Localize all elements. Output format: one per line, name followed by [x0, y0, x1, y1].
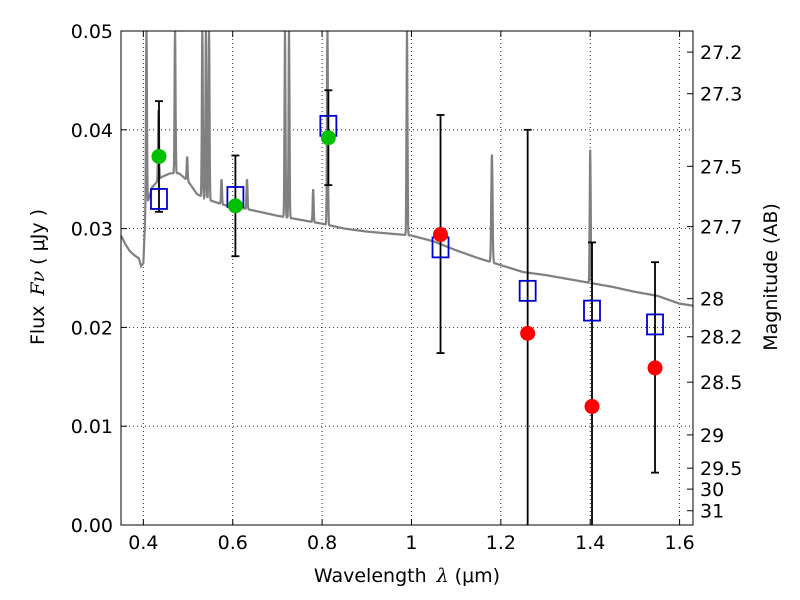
x-tick-label: 0.8	[307, 532, 337, 554]
data-point-nondetection	[520, 325, 536, 341]
mag-tick-label: 31	[700, 501, 724, 523]
data-point-detection	[151, 148, 167, 164]
y-tick-label: 0.03	[71, 219, 113, 241]
x-tick-label: 1.6	[664, 532, 694, 554]
mag-tick-label: 28	[700, 289, 724, 311]
model-point-square	[518, 279, 537, 302]
x-tick-label: 0.4	[128, 532, 158, 554]
y-tick-label: 0.05	[71, 21, 113, 43]
y-axis-label: FluxFν( μJy )	[27, 209, 49, 345]
mag-tick-label: 27.7	[700, 217, 742, 239]
mag-tick-label: 28.2	[700, 327, 742, 349]
y2-axis-label: Magnitude (AB)	[760, 203, 782, 351]
y-tick-label: 0.04	[71, 120, 113, 142]
plot-frame	[120, 30, 694, 526]
data-point-nondetection	[433, 227, 449, 243]
model-point-square	[150, 188, 168, 210]
mag-tick-label: 27.5	[700, 156, 742, 178]
y-tick-label: 0.00	[71, 515, 113, 537]
marker-layer	[150, 114, 664, 414]
spectrum-layer	[121, 31, 693, 307]
x-axis-label: Wavelength λ (μm)	[314, 565, 500, 587]
data-point-detection	[227, 198, 243, 214]
mag-tick-label: 29.5	[700, 458, 742, 480]
data-point-detection	[320, 130, 336, 146]
y-tick-label: 0.01	[71, 416, 113, 438]
data-point-nondetection	[647, 360, 663, 376]
model-point-square	[646, 313, 664, 336]
data-point-nondetection	[584, 398, 600, 414]
x-tick-label: 1.4	[575, 532, 605, 554]
mag-tick-label: 30	[700, 479, 724, 501]
x-tick-label: 1.2	[486, 532, 516, 554]
mag-tick-label: 27.3	[700, 84, 742, 106]
mag-tick-label: 29	[700, 425, 724, 447]
tick-layer: 0.4 0.6 0.8 1 1.2 1.4 1.6 0.00 0.01 0.02 0.03 0.04 0…	[71, 21, 743, 554]
x-tick-label: 0.6	[218, 532, 248, 554]
mag-tick-label: 28.5	[700, 372, 742, 394]
mag-tick-label: 27.2	[700, 42, 742, 64]
x-tick-label: 1	[405, 532, 417, 554]
spectrum-line	[121, 31, 693, 307]
y-tick-label: 0.02	[71, 317, 113, 339]
model-point-square	[583, 299, 601, 322]
